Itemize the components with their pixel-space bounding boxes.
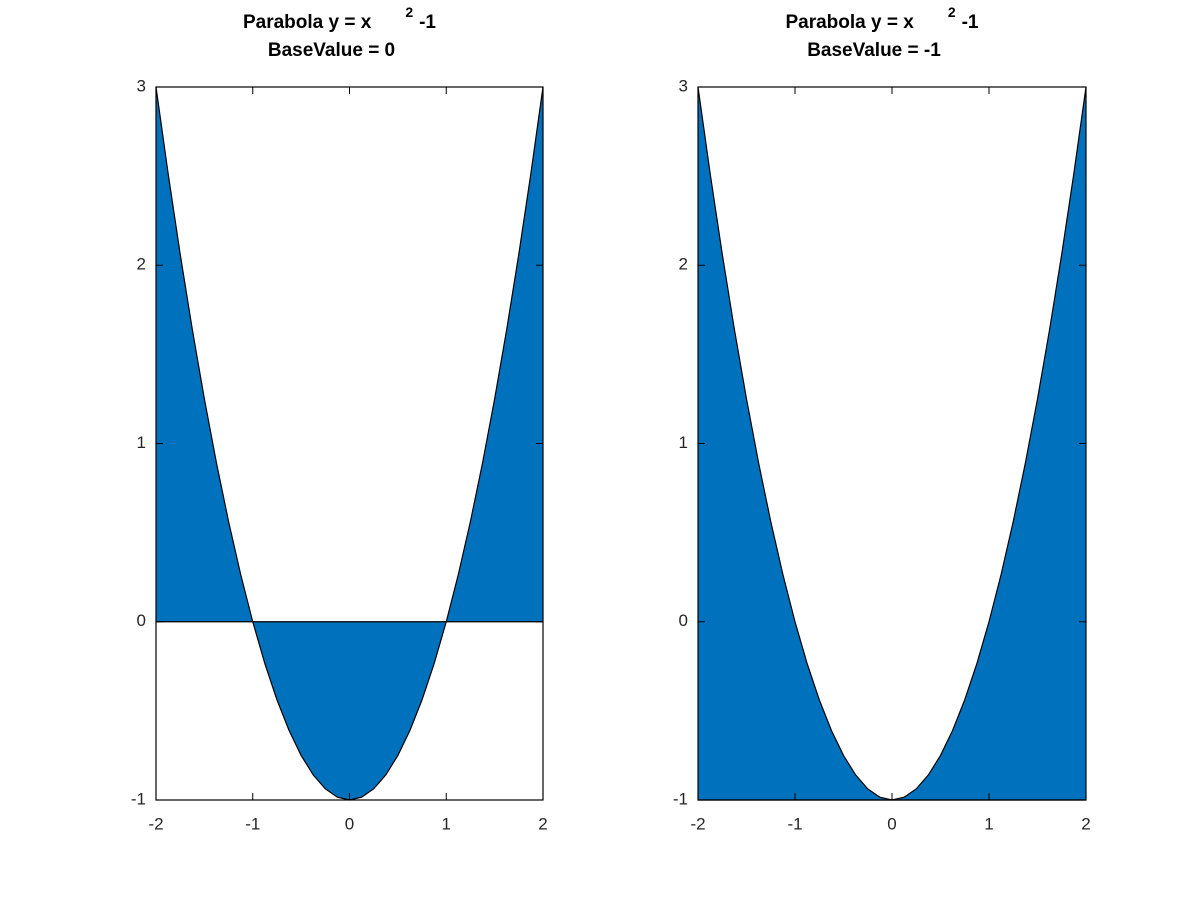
y-tick-label: 2 bbox=[137, 255, 146, 274]
y-tick-label: 0 bbox=[137, 611, 146, 630]
y-tick-label: -1 bbox=[131, 789, 146, 808]
area-fill bbox=[698, 87, 1086, 800]
chart-subtitle: BaseValue = -1 bbox=[807, 40, 941, 61]
y-tick-label: 0 bbox=[679, 611, 688, 630]
x-tick-label: 0 bbox=[887, 814, 896, 833]
y-tick-label: 1 bbox=[137, 433, 146, 452]
x-tick-label: -1 bbox=[245, 814, 260, 833]
y-tick-label: 2 bbox=[679, 255, 688, 274]
title-superscript: 2 bbox=[405, 4, 413, 20]
title-text: Parabola y = x bbox=[243, 12, 372, 33]
y-tick-label: 1 bbox=[679, 433, 688, 452]
x-tick-label: -2 bbox=[690, 814, 705, 833]
title-text: Parabola y = x bbox=[785, 12, 914, 33]
x-tick-label: 2 bbox=[1081, 814, 1090, 833]
area-fill bbox=[156, 87, 543, 800]
title-superscript: 2 bbox=[948, 4, 956, 20]
x-tick-label: 2 bbox=[538, 814, 547, 833]
chart-title: Parabola y = x 2 -1 bbox=[785, 4, 978, 33]
x-tick-label: 1 bbox=[442, 814, 451, 833]
title-suffix: -1 bbox=[962, 12, 979, 33]
x-tick-label: -2 bbox=[148, 814, 163, 833]
title-suffix: -1 bbox=[419, 12, 436, 33]
x-tick-label: -1 bbox=[787, 814, 802, 833]
y-tick-label: 3 bbox=[679, 76, 688, 95]
x-tick-label: 0 bbox=[345, 814, 354, 833]
x-tick-label: 1 bbox=[984, 814, 993, 833]
chart-subtitle: BaseValue = 0 bbox=[268, 40, 395, 61]
y-tick-label: -1 bbox=[673, 789, 688, 808]
y-tick-label: 3 bbox=[137, 76, 146, 95]
chart-title: Parabola y = x 2 -1 bbox=[243, 4, 436, 33]
